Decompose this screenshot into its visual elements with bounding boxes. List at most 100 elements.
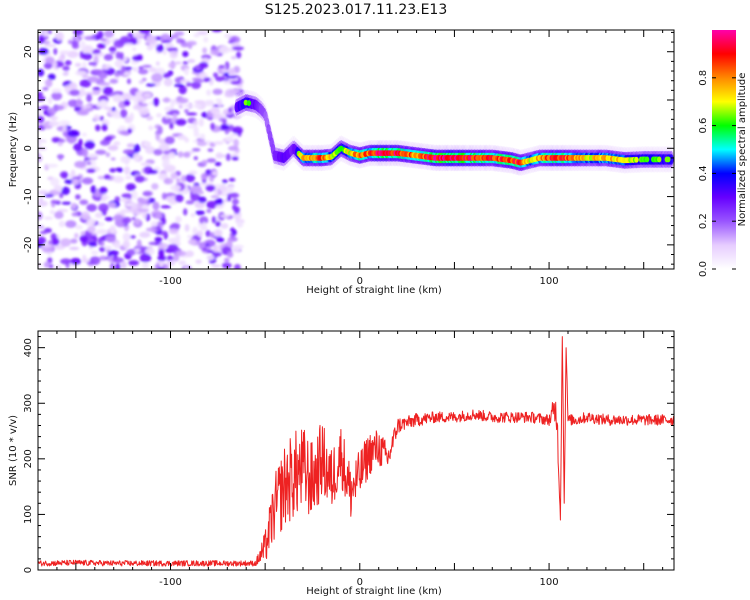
noise-blob [69,89,81,96]
noise-blob [39,230,48,235]
noise-blob [202,47,208,54]
noise-blob [141,262,149,269]
noise-blob [116,168,124,173]
noise-blob [123,166,131,175]
noise-blob [129,235,136,239]
noise-blob [109,168,117,173]
noise-blob [183,208,188,216]
snr-ytick-label: 100 [23,505,34,524]
noise-blob [124,43,134,47]
noise-blob [193,156,198,161]
snr-xtick-label: 0 [357,577,363,588]
noise-blob [99,139,111,146]
ridge-blob [666,156,671,163]
noise-blob [201,247,208,252]
noise-blob [42,30,49,37]
noise-blob [43,62,53,70]
noise-blob [222,80,233,85]
noise-blob [158,260,164,268]
noise-blob [70,169,76,177]
noise-blob [227,145,239,151]
noise-blob [162,158,170,166]
noise-blob [103,53,114,61]
noise-blob [236,221,244,228]
noise-blob [142,92,152,98]
colorbar-tick-label: 0.2 [698,213,709,229]
noise-blob [197,230,204,237]
noise-blob [173,83,185,88]
noise-blob [125,175,132,180]
noise-blob [46,163,59,168]
noise-blob [62,65,70,71]
noise-blob [48,264,54,269]
noise-blob [170,172,178,180]
noise-blob [119,130,129,136]
noise-blob [102,86,114,95]
noise-blob [226,239,233,248]
noise-blob [168,227,179,235]
noise-blob [38,262,43,268]
noise-blob [145,146,156,155]
spectrogram-ytick-label: -10 [23,188,34,204]
noise-blob [129,37,138,42]
noise-blob [168,152,176,159]
noise-blob [80,211,90,220]
noise-blob [232,114,241,119]
noise-blob [64,85,70,93]
noise-blob [38,138,44,143]
noise-blob [182,61,189,65]
noise-blob [81,75,90,79]
noise-blob [59,192,64,199]
noise-blob [100,99,108,107]
noise-blob [231,198,239,205]
noise-blob [61,201,72,205]
noise-blob [139,30,151,34]
snr-ytick-label: 0 [23,567,34,573]
noise-blob [219,185,227,192]
noise-blob [109,78,119,84]
noise-blob [38,111,42,117]
noise-blob [200,133,206,140]
noise-blob [143,141,152,148]
noise-blob [145,83,156,87]
noise-blob [205,184,216,192]
noise-blob [70,238,78,244]
noise-blob [54,211,64,219]
noise-blob [166,255,174,262]
noise-blob [225,153,231,161]
noise-blob [193,132,201,138]
noise-blob [187,59,196,63]
noise-blob [96,43,106,49]
noise-blob [55,31,65,41]
noise-blob [155,61,160,66]
noise-blob [206,255,215,261]
noise-blob [132,67,138,72]
noise-blob [38,225,45,229]
noise-blob [100,197,107,202]
noise-blob [188,43,193,50]
ridge-blob [644,156,650,163]
noise-blob [47,257,53,264]
noise-blob [148,67,157,73]
ridge-blob [246,100,252,107]
noise-blob [122,208,129,213]
noise-blob [228,107,233,113]
noise-blob [134,248,141,253]
noise-blob [231,244,241,253]
noise-blob [114,59,123,68]
noise-blob [226,75,238,79]
ridge-blob [669,154,674,165]
noise-blob [71,212,79,217]
noise-blob [80,40,86,50]
noise-blob [67,99,79,108]
noise-blob [139,231,151,238]
noise-blob [211,113,222,120]
noise-blob [227,67,236,76]
noise-blob [165,111,176,116]
noise-blob [178,104,183,109]
noise-blob [206,200,218,209]
noise-blob [75,224,83,230]
noise-blob [98,246,106,253]
noise-blob [88,241,98,247]
noise-blob [227,251,234,258]
